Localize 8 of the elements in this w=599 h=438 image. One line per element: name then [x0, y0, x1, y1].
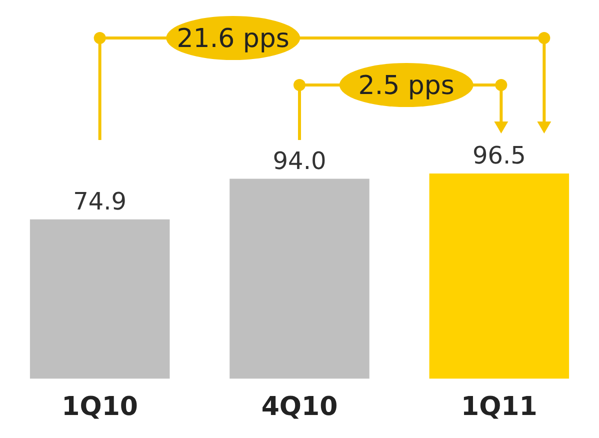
x-tick-label: 1Q11: [460, 392, 538, 422]
data-label: 94.0: [272, 147, 326, 175]
text: 2.5 pps: [358, 71, 454, 101]
data-label: 74.9: [73, 188, 127, 216]
data-label: 96.5: [472, 142, 526, 170]
text: 21.6 pps: [176, 24, 290, 54]
x-tick-label: 1Q10: [62, 392, 138, 422]
x-tick-label: 4Q10: [261, 392, 338, 422]
